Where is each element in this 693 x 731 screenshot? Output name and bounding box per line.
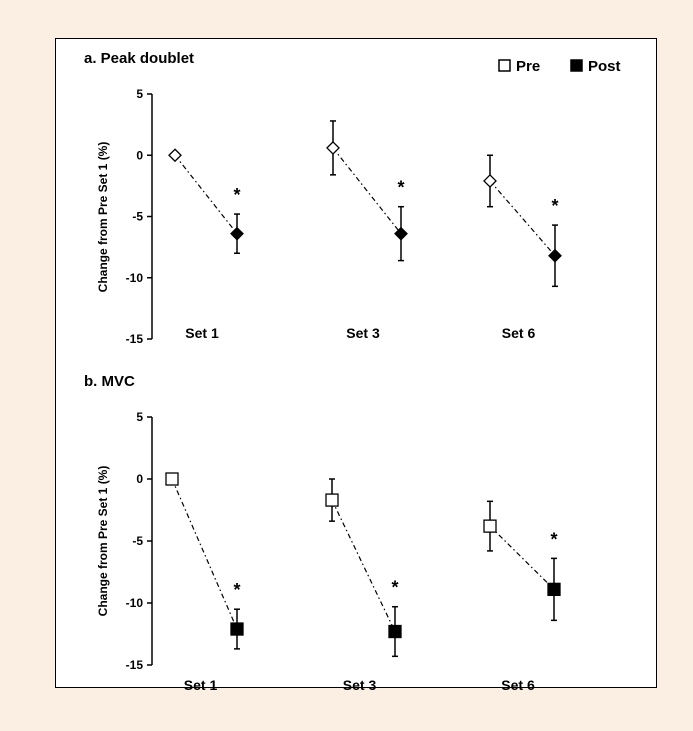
panel-a-category-label: Set 6 (502, 325, 536, 341)
panel-b-y-tick-label: 0 (136, 472, 143, 486)
figure-frame (55, 38, 657, 688)
panel-a-connector-line (174, 154, 238, 235)
panel-b-connector-line (331, 499, 396, 632)
legend-marker-post (570, 59, 583, 72)
panel-a-y-tick-label: 5 (136, 87, 143, 101)
panel-b-point-pre (483, 519, 497, 533)
legend-label-pre: Pre (516, 58, 540, 75)
panel-a-peak-doublet: a. Peak doublet Change from Pre Set 1 (%… (84, 50, 562, 346)
panel-a-connector-line (332, 147, 402, 235)
panel-b-mvc: b. MVC Change from Pre Set 1 (%) 5 0 -5 -10… (84, 373, 561, 693)
legend-marker-pre (498, 59, 511, 72)
panel-b-title: b. MVC (84, 373, 135, 390)
panel-b-point-post (230, 622, 244, 636)
panel-a-point-post (394, 226, 408, 241)
panel-b-y-tick-label: -15 (126, 658, 144, 672)
panel-b-point-pre (325, 493, 339, 507)
panel-a-title: a. Peak doublet (84, 50, 194, 67)
panel-a-point-pre (168, 148, 182, 163)
panel-b-y-tick-label: -10 (126, 596, 144, 610)
panel-b-y-tick-label: -5 (132, 534, 143, 548)
panel-a-point-post (548, 248, 562, 263)
panel-b-category-label: Set 6 (501, 677, 535, 693)
panel-b-point-post (388, 624, 402, 639)
panel-a-point-post (230, 226, 244, 241)
panel-a-significance-asterisk: * (397, 178, 404, 198)
panel-a-point-pre (326, 140, 340, 155)
panel-a-y-tick-label: -15 (126, 332, 144, 346)
panel-a-significance-asterisk: * (551, 196, 558, 216)
panel-a-y-tick-label: -5 (132, 210, 143, 224)
panel-a-category-label: Set 3 (346, 325, 380, 341)
panel-b-significance-asterisk: * (233, 580, 240, 600)
legend-label-post: Post (588, 58, 621, 75)
panel-b-ylabel: Change from Pre Set 1 (%) (96, 466, 110, 617)
panel-a-y-tick-label: -10 (126, 271, 144, 285)
panel-a-y-tick-label: 0 (136, 148, 143, 162)
panel-b-significance-asterisk: * (391, 578, 398, 598)
panel-b-y-tick-label: 5 (136, 410, 143, 424)
panel-a-connector-line (489, 180, 556, 257)
panel-b-point-post (547, 582, 561, 597)
panel-b-category-label: Set 1 (184, 677, 218, 693)
panel-b-category-label: Set 3 (343, 677, 377, 693)
panel-a-ylabel: Change from Pre Set 1 (%) (96, 142, 110, 293)
legend: Pre Post (498, 58, 621, 75)
panel-b-connector-line (489, 525, 555, 590)
panel-a-category-label: Set 1 (185, 325, 219, 341)
panel-a-point-pre (483, 174, 497, 188)
panel-b-point-pre (165, 472, 179, 486)
panel-b-connector-line (171, 478, 238, 630)
panel-b-significance-asterisk: * (550, 529, 557, 549)
panel-a-significance-asterisk: * (233, 185, 240, 205)
